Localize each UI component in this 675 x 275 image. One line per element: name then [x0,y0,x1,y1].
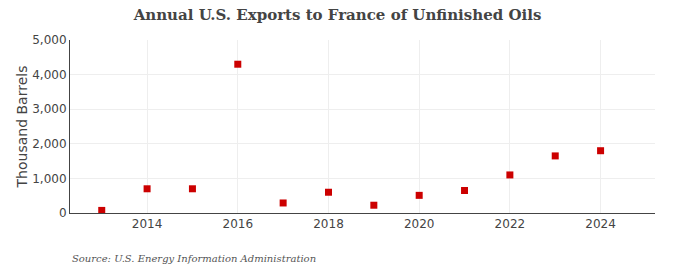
svg-text:2020: 2020 [404,217,435,231]
svg-text:2,000: 2,000 [32,137,66,151]
svg-text:0: 0 [59,206,67,220]
svg-text:2016: 2016 [223,217,254,231]
svg-text:2022: 2022 [495,217,526,231]
svg-text:1,000: 1,000 [32,172,66,186]
svg-text:2024: 2024 [585,217,616,231]
svg-text:5,000: 5,000 [32,33,66,47]
svg-text:Annual U.S. Exports to France: Annual U.S. Exports to France of Unfinis… [133,6,542,24]
svg-text:2018: 2018 [313,217,344,231]
svg-text:4,000: 4,000 [32,68,66,82]
svg-text:3,000: 3,000 [32,102,66,116]
svg-text:2014: 2014 [132,217,163,231]
svg-text:Source: U.S. Energy Informatio: Source: U.S. Energy Information Administ… [72,253,316,264]
svg-text:Thousand Barrels: Thousand Barrels [14,66,30,189]
